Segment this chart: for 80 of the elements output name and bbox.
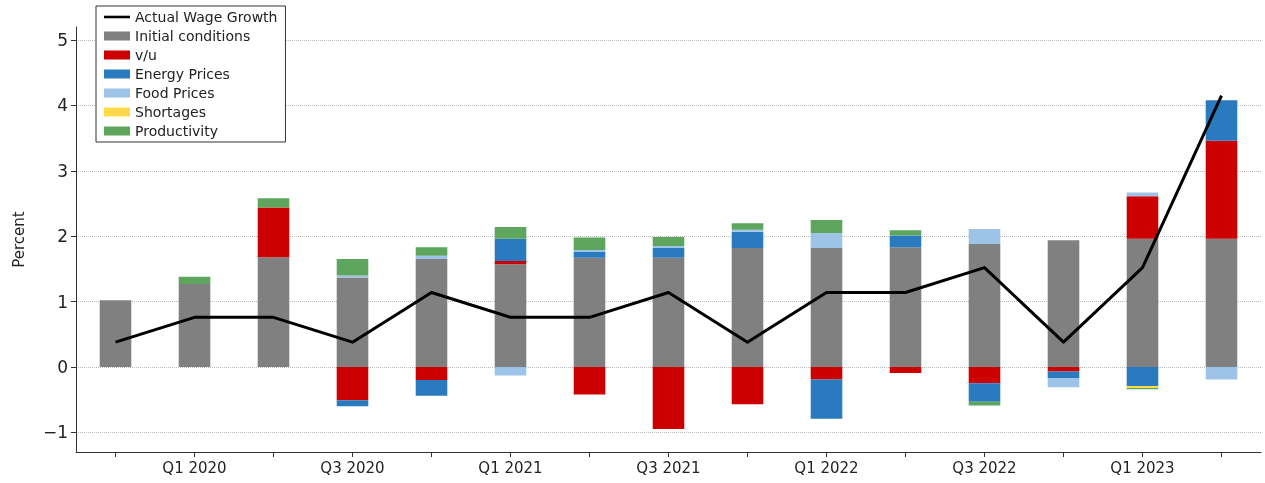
bar <box>1205 367 1238 380</box>
bar <box>257 198 290 208</box>
x-tick-label: Q3 2022 <box>952 458 1017 477</box>
bar <box>968 383 1001 402</box>
bar <box>336 400 369 407</box>
bar <box>889 235 922 248</box>
bar <box>1126 196 1159 239</box>
bar <box>1126 367 1159 386</box>
bar <box>178 276 211 284</box>
y-tick-label: −1 <box>42 422 68 443</box>
legend-label: Initial conditions <box>135 28 251 44</box>
x-tick-label: Q1 2023 <box>1110 458 1175 477</box>
bar <box>336 277 369 367</box>
bar <box>731 367 764 405</box>
bar <box>731 248 764 367</box>
bar <box>1205 140 1238 239</box>
bar <box>810 219 843 233</box>
bar <box>415 255 448 260</box>
bar <box>652 236 685 247</box>
legend-label: v/u <box>135 47 157 63</box>
bar <box>652 367 685 430</box>
bar <box>968 401 1001 406</box>
legend-label: Productivity <box>135 123 218 139</box>
bar <box>494 264 527 367</box>
bar <box>652 248 685 258</box>
y-tick-label: 3 <box>57 160 68 181</box>
bar <box>494 261 527 265</box>
bar <box>810 379 843 419</box>
bar <box>889 247 922 367</box>
bar <box>1205 238 1238 367</box>
legend-label: Shortages <box>135 104 206 120</box>
bar <box>1205 100 1238 141</box>
y-tick-label: 0 <box>57 357 68 377</box>
bar <box>415 247 448 256</box>
bar <box>810 232 843 248</box>
bar <box>494 367 527 376</box>
y-axis-title: Percent <box>9 211 28 268</box>
legend-label: Energy Prices <box>135 66 230 82</box>
bar <box>336 367 369 401</box>
bar <box>810 248 843 367</box>
bar <box>1126 192 1159 197</box>
bar <box>99 300 132 367</box>
x-tick-label: Q3 2020 <box>320 458 385 477</box>
legend-label: Actual Wage Growth <box>135 9 278 25</box>
bar <box>573 257 606 367</box>
x-tick-label: Q3 2021 <box>636 458 701 477</box>
x-tick-label: Q1 2021 <box>478 458 543 477</box>
y-tick-label: 5 <box>57 30 68 51</box>
bar <box>573 237 606 250</box>
x-tick-label: Q1 2020 <box>162 458 227 477</box>
bar <box>731 223 764 230</box>
bar <box>968 244 1001 367</box>
bar <box>415 380 448 396</box>
y-tick-label: 1 <box>57 291 68 312</box>
bar <box>652 257 685 367</box>
y-tick-label: 4 <box>57 95 68 116</box>
bar <box>178 283 211 367</box>
bar <box>968 229 1001 245</box>
bar <box>573 251 606 258</box>
bar <box>257 257 290 367</box>
bar <box>1047 378 1080 388</box>
bar <box>257 207 290 258</box>
x-tick-label: Q1 2022 <box>794 458 859 477</box>
bar <box>573 367 606 395</box>
bar <box>415 259 448 367</box>
legend-label: Food Prices <box>135 85 215 101</box>
bar <box>1047 367 1080 372</box>
bar <box>1047 240 1080 367</box>
bar <box>968 367 1001 384</box>
bar <box>731 231 764 248</box>
bar <box>336 259 369 276</box>
bar <box>494 227 527 239</box>
bar <box>415 367 448 381</box>
bar <box>810 367 843 380</box>
bar <box>1126 238 1159 367</box>
y-tick-label: 2 <box>57 226 68 247</box>
bar <box>889 367 922 373</box>
bar <box>494 238 527 262</box>
bar <box>1047 371 1080 379</box>
bar <box>889 230 922 236</box>
